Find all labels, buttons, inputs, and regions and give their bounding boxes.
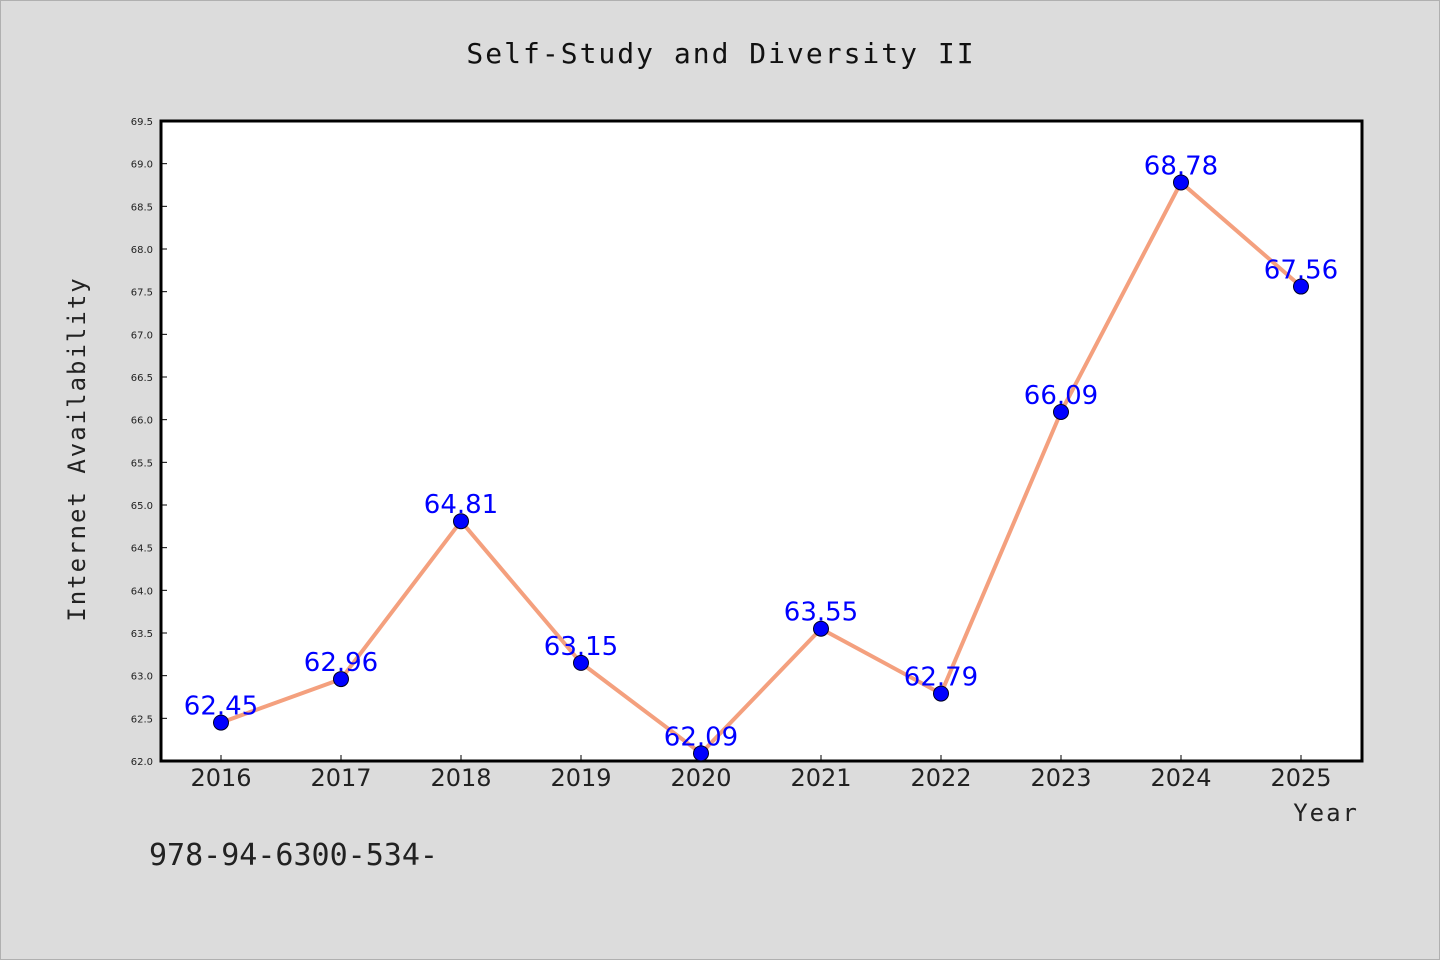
data-label: 67.56 — [1264, 256, 1338, 286]
x-tick-label: 2025 — [1270, 764, 1331, 792]
x-tick-label: 2019 — [550, 764, 611, 792]
data-point — [573, 654, 589, 671]
data-point — [933, 685, 949, 702]
x-tick-label: 2017 — [310, 764, 371, 792]
y-tick-label: 62.5 — [131, 714, 153, 725]
data-point — [453, 513, 469, 530]
y-tick-label: 62.0 — [131, 757, 153, 768]
y-tick-label: 68.5 — [131, 202, 153, 213]
data-label: 64.81 — [424, 490, 498, 520]
chart-title: Self-Study and Diversity II — [466, 37, 975, 70]
data-point — [333, 671, 349, 688]
data-label: 62.79 — [904, 663, 978, 693]
y-tick-label: 64.0 — [131, 586, 153, 597]
y-tick-label: 65.0 — [131, 501, 153, 512]
y-tick-label: 66.5 — [131, 373, 153, 384]
x-tick-label: 2016 — [190, 764, 251, 792]
x-tick-label: 2023 — [1030, 764, 1091, 792]
data-point — [1053, 403, 1069, 420]
y-tick-label: 69.0 — [131, 160, 153, 171]
y-tick-label: 64.5 — [131, 544, 153, 555]
y-axis: 62.0 62.5 63.0 63.5 64.0 64.5 65.0 65.5 66.0 66.5… — [131, 117, 167, 768]
x-tick-label: 2021 — [790, 764, 851, 792]
x-tick-label: 2024 — [1150, 764, 1211, 792]
x-tick-label: 2020 — [670, 764, 731, 792]
y-tick-label: 65.5 — [131, 458, 153, 469]
data-label: 68.78 — [1144, 151, 1218, 181]
data-label: 63.15 — [544, 632, 618, 662]
footer-identifier: 978-94-6300-534- — [149, 838, 438, 873]
series-line — [220, 180, 1303, 756]
series-layer: 62.45 62.96 64.81 63.15 62.09 63.55 62.79 66.09… — [184, 151, 1338, 762]
x-tick-label: 2018 — [430, 764, 491, 792]
data-label: 62.09 — [664, 722, 738, 752]
y-axis-label: Internet Availability — [63, 276, 91, 621]
data-label: 63.55 — [784, 598, 858, 628]
data-label: 62.45 — [184, 692, 258, 722]
data-point — [1293, 278, 1309, 295]
data-label: 66.09 — [1024, 381, 1098, 411]
y-tick-label: 69.5 — [131, 117, 153, 128]
data-point — [693, 745, 709, 762]
y-tick-label: 67.0 — [131, 330, 153, 341]
data-label: 62.96 — [304, 648, 378, 678]
y-tick-label: 63.5 — [131, 629, 153, 640]
data-point — [213, 714, 229, 731]
y-tick-label: 68.0 — [131, 245, 153, 256]
y-tick-label: 63.0 — [131, 672, 153, 683]
y-tick-label: 66.0 — [131, 416, 153, 427]
data-point — [1173, 174, 1189, 191]
x-axis: 2016 2017 2018 2019 2020 2021 2022 2023 2024 2025 — [190, 755, 1332, 792]
x-axis-label: Year — [1293, 799, 1359, 827]
y-tick-label: 67.5 — [131, 288, 153, 299]
data-point — [813, 620, 829, 637]
x-tick-label: 2022 — [910, 764, 971, 792]
